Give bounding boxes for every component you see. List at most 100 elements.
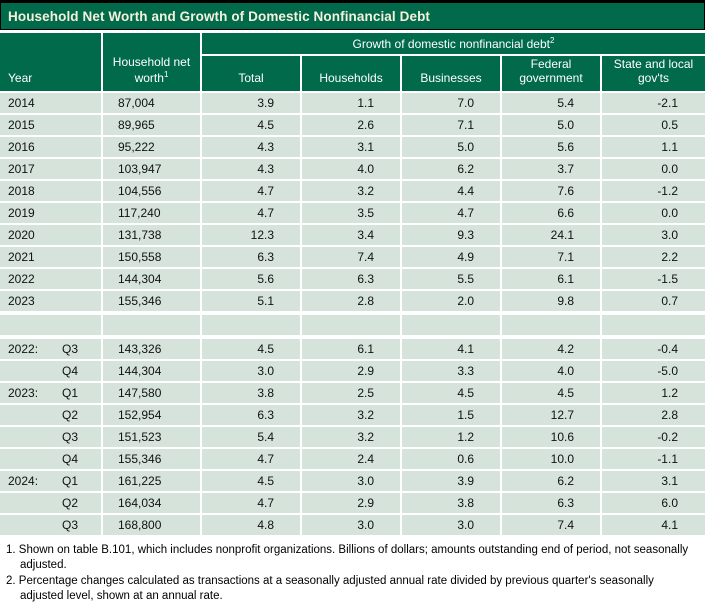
net-worth-cell: 155,346 (103, 449, 202, 471)
households-cell: 7.4 (302, 247, 402, 269)
net-worth-cell: 89,965 (103, 115, 202, 137)
quarter-label: Q2 (62, 408, 79, 422)
businesses-cell: 5.0 (402, 137, 502, 159)
year-label: 2022 (8, 272, 35, 286)
col-header-businesses: Businesses (402, 56, 502, 91)
quarter-label: Q2 (62, 496, 79, 510)
col-header-year-label: Year (8, 71, 33, 85)
net-worth-cell: 95,222 (103, 137, 202, 159)
businesses-cell: 0.6 (402, 449, 502, 471)
table-row: Q3 168,800 4.8 3.0 3.0 7.4 4.1 (0, 515, 705, 537)
table-row: 2016 95,222 4.3 3.1 5.0 5.6 1.1 (0, 137, 705, 159)
year-cell: 2022 (0, 269, 103, 291)
net-worth-cell: 117,240 (103, 203, 202, 225)
total-cell: 4.5 (202, 471, 302, 493)
year-cell: 2022: Q3 (0, 339, 103, 361)
state-cell: 4.1 (602, 515, 705, 537)
households-cell: 3.0 (302, 471, 402, 493)
households-cell: 3.5 (302, 203, 402, 225)
net-worth-cell: 152,954 (103, 405, 202, 427)
year-label: 2015 (8, 118, 35, 132)
state-cell: -1.1 (602, 449, 705, 471)
col-header-total: Total (202, 56, 302, 91)
year-label: 2018 (8, 184, 35, 198)
businesses-cell: 4.9 (402, 247, 502, 269)
net-worth-cell: 164,034 (103, 493, 202, 515)
businesses-cell: 7.0 (402, 93, 502, 115)
net-worth-cell: 150,558 (103, 247, 202, 269)
quarter-label: Q3 (62, 430, 79, 444)
federal-cell: 10.0 (502, 449, 602, 471)
year-cell: Q3 (0, 515, 103, 537)
businesses-cell: 5.5 (402, 269, 502, 291)
households-cell: 2.9 (302, 361, 402, 383)
federal-cell: 4.5 (502, 383, 602, 405)
table-row: 2022 144,304 5.6 6.3 5.5 6.1 -1.5 (0, 269, 705, 291)
total-cell: 4.7 (202, 203, 302, 225)
businesses-cell: 3.8 (402, 493, 502, 515)
group-header-debt: Growth of domestic nonfinancial debt2 (202, 33, 705, 56)
state-cell: 1.2 (602, 383, 705, 405)
footnotes: 1. Shown on table B.101, which includes … (0, 537, 705, 604)
year-cell: 2024: Q1 (0, 471, 103, 493)
year-cell: 2016 (0, 137, 103, 159)
table-row: 2014 87,004 3.9 1.1 7.0 5.4 -2.1 (0, 93, 705, 115)
state-cell: 3.0 (602, 225, 705, 247)
net-worth-cell: 147,580 (103, 383, 202, 405)
table-row: 2023: Q1 147,580 3.8 2.5 4.5 4.5 1.2 (0, 383, 705, 405)
net-worth-cell: 103,947 (103, 159, 202, 181)
table-row: 2023 155,346 5.1 2.8 2.0 9.8 0.7 (0, 291, 705, 313)
state-cell (602, 315, 705, 337)
table-row: Q4 144,304 3.0 2.9 3.3 4.0 -5.0 (0, 361, 705, 383)
state-cell: 6.0 (602, 493, 705, 515)
federal-cell: 7.4 (502, 515, 602, 537)
businesses-cell (402, 315, 502, 337)
spacer-row (0, 315, 705, 337)
footnote-marker-2: 2 (550, 36, 555, 45)
year-cell: 2017 (0, 159, 103, 181)
total-cell: 12.3 (202, 225, 302, 247)
households-cell: 2.9 (302, 493, 402, 515)
footnote-1: 1. Shown on table B.101, which includes … (6, 544, 689, 572)
businesses-cell: 2.0 (402, 291, 502, 313)
federal-cell: 3.7 (502, 159, 602, 181)
col-header-state-local: State and local gov'ts (602, 56, 705, 91)
businesses-cell: 7.1 (402, 115, 502, 137)
total-cell: 6.3 (202, 405, 302, 427)
households-cell: 2.5 (302, 383, 402, 405)
year-label: 2020 (8, 228, 35, 242)
households-cell: 6.1 (302, 339, 402, 361)
total-cell (202, 315, 302, 337)
year-label: 2024: (8, 474, 39, 488)
year-cell: 2023 (0, 291, 103, 313)
businesses-cell: 4.5 (402, 383, 502, 405)
col-header-households: Households (302, 56, 402, 91)
businesses-cell: 4.4 (402, 181, 502, 203)
year-cell: 2014 (0, 93, 103, 115)
state-cell: -1.2 (602, 181, 705, 203)
net-worth-cell: 144,304 (103, 269, 202, 291)
net-worth-cell: 155,346 (103, 291, 202, 313)
total-cell: 5.1 (202, 291, 302, 313)
total-cell: 4.5 (202, 115, 302, 137)
year-cell: 2019 (0, 203, 103, 225)
federal-cell: 9.8 (502, 291, 602, 313)
quarter-label: Q4 (62, 364, 79, 378)
footnote-2: 2. Percentage changes calculated as tran… (6, 574, 654, 602)
state-cell: 0.5 (602, 115, 705, 137)
year-label: 2019 (8, 206, 35, 220)
federal-cell: 5.6 (502, 137, 602, 159)
table-row: Q3 151,523 5.4 3.2 1.2 10.6 -0.2 (0, 427, 705, 449)
year-label: 2023: (8, 386, 39, 400)
state-cell: -1.5 (602, 269, 705, 291)
households-cell: 3.1 (302, 137, 402, 159)
households-cell: 6.3 (302, 269, 402, 291)
group-header-debt-label: Growth of domestic nonfinancial debt2 (352, 36, 555, 51)
federal-cell: 24.1 (502, 225, 602, 247)
total-cell: 5.4 (202, 427, 302, 449)
households-cell: 3.2 (302, 427, 402, 449)
federal-cell: 5.0 (502, 115, 602, 137)
year-cell: 2020 (0, 225, 103, 247)
year-label: 2023 (8, 294, 35, 308)
total-cell: 4.3 (202, 137, 302, 159)
